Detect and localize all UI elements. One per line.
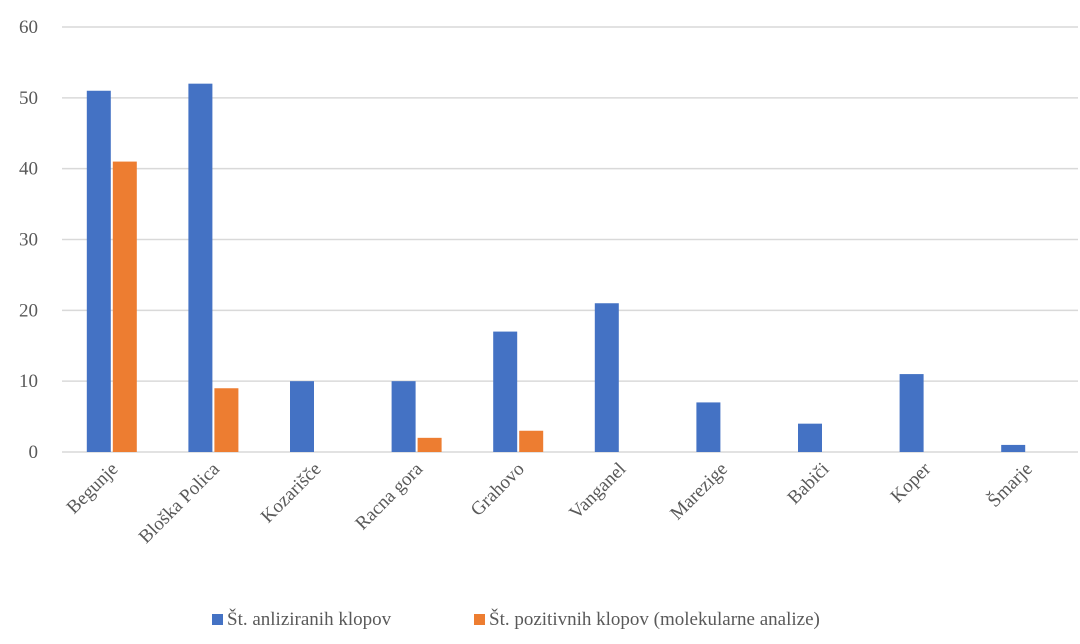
- x-tick-label: Kozarišče: [257, 459, 326, 528]
- bar-analyzed: [86, 90, 111, 452]
- bar-analyzed: [594, 303, 619, 452]
- x-tick-label: Begunje: [63, 459, 123, 519]
- x-axis-labels: Begunje Bloška Polica Kozarišče Racna gora G…: [63, 458, 1037, 548]
- y-tick-label: 30: [19, 230, 38, 251]
- bar-analyzed: [290, 381, 314, 452]
- bar-positive: [112, 161, 137, 453]
- bar-positive: [519, 430, 544, 452]
- bar-analyzed: [391, 381, 416, 452]
- legend-label: Št. pozitivnih klopov (molekularne anali…: [489, 608, 820, 630]
- legend: Št. anliziranih klopov Št. pozitivnih klo…: [212, 608, 820, 630]
- gridlines: [62, 26, 1078, 453]
- x-tick-label: Šmarje: [983, 458, 1037, 512]
- legend-swatch: [474, 614, 485, 625]
- y-tick-label: 40: [19, 159, 38, 180]
- bar-analyzed: [696, 402, 721, 452]
- x-tick-label: Grahovo: [467, 459, 529, 521]
- x-tick-label: Koper: [887, 458, 936, 507]
- x-tick-label: Marezige: [666, 459, 732, 525]
- bars: [86, 83, 1026, 453]
- bar-analyzed: [493, 331, 518, 452]
- y-tick-label: 50: [19, 88, 38, 109]
- x-tick-label: Babiči: [784, 459, 834, 509]
- bar-analyzed: [899, 374, 924, 452]
- bar-analyzed: [1001, 444, 1026, 452]
- x-tick-label: Racna gora: [351, 458, 427, 534]
- y-tick-label: 60: [19, 17, 38, 38]
- legend-label: Št. anliziranih klopov: [227, 608, 392, 630]
- x-tick-label: Bloška Polica: [135, 458, 225, 548]
- bar-positive: [417, 437, 442, 452]
- y-tick-label: 10: [19, 371, 38, 392]
- bar-analyzed: [188, 83, 213, 453]
- x-tick-label: Vanganel: [565, 459, 630, 524]
- y-tick-label: 20: [19, 300, 38, 321]
- y-tick-label: 0: [29, 442, 39, 463]
- bar-positive: [214, 388, 239, 452]
- y-axis-ticks: 0 10 20 30 40 50 60: [19, 17, 38, 463]
- legend-swatch: [212, 614, 223, 625]
- bar-analyzed: [798, 423, 822, 452]
